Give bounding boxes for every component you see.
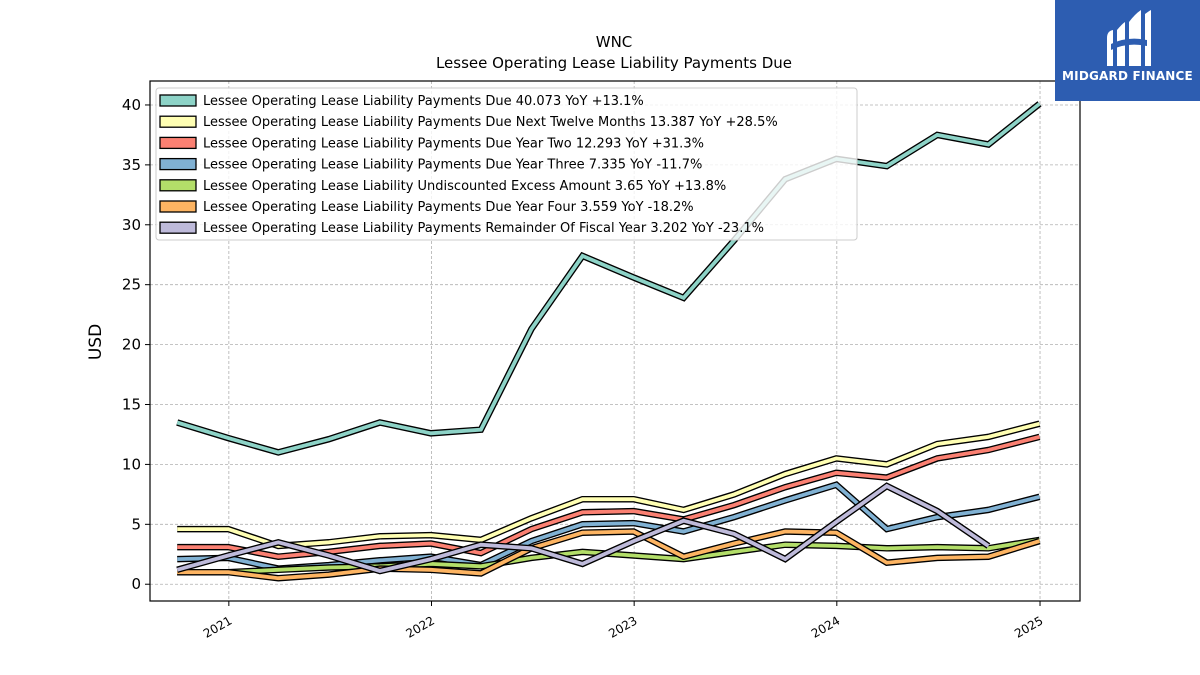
- legend-swatch: [159, 221, 197, 234]
- legend-entry: Lessee Operating Lease Liability Payment…: [203, 158, 702, 173]
- series-line-stroke: [176, 483, 990, 573]
- y-tick-label: 30: [122, 216, 141, 234]
- y-axis-label: USD: [86, 324, 106, 360]
- legend-entry: Lessee Operating Lease Liability Payment…: [203, 221, 764, 236]
- y-tick-label: 35: [122, 156, 141, 174]
- y-tick-label: 15: [122, 396, 141, 414]
- legend-swatch: [159, 179, 197, 192]
- series-line-stroke: [176, 102, 1041, 455]
- legend-swatch: [159, 200, 197, 213]
- legend-entry: Lessee Operating Lease Liability Undisco…: [203, 179, 726, 194]
- y-tick-label: 20: [122, 336, 141, 354]
- y-tick-label: 25: [122, 276, 141, 294]
- series-line: [176, 101, 1042, 456]
- logo-text: MIDGARD FINANCE: [1062, 69, 1193, 83]
- y-tick-label: 10: [122, 455, 141, 473]
- y-tick-label: 5: [131, 515, 141, 533]
- legend-swatch: [159, 136, 197, 150]
- series-line: [177, 528, 1041, 582]
- legend: Lessee Operating Lease Liability Payment…: [155, 87, 858, 241]
- legend-box: [155, 87, 858, 241]
- legend-swatch: [159, 157, 197, 171]
- series-line: [177, 420, 1041, 550]
- x-tick-label: 2025: [1012, 613, 1045, 640]
- legend-entry: Lessee Operating Lease Liability Payment…: [203, 200, 694, 215]
- x-tick-label: 2024: [809, 613, 842, 640]
- legend-entry: Lessee Operating Lease Liability Payment…: [203, 136, 704, 151]
- series-line: [176, 482, 991, 575]
- x-tick-label: 2023: [606, 613, 639, 640]
- series-lines: [176, 101, 1042, 582]
- legend-entry: Lessee Operating Lease Liability Payment…: [203, 115, 778, 130]
- y-tick-label: 40: [122, 96, 141, 114]
- chart-subtitle: Lessee Operating Lease Liability Payment…: [436, 54, 792, 72]
- x-tick-label: 2022: [404, 613, 437, 640]
- midgard-logo-icon: [1107, 10, 1151, 66]
- chart-title: WNC: [596, 33, 633, 51]
- legend-swatch: [159, 94, 197, 107]
- plot-area-frame: [149, 80, 1081, 602]
- series-line-stroke: [177, 529, 1041, 581]
- series-line-stroke: [177, 421, 1040, 548]
- legend-entry: Lessee Operating Lease Liability Payment…: [203, 94, 644, 109]
- legend-swatch: [159, 115, 197, 128]
- midgard-finance-logo: MIDGARD FINANCE: [1055, 0, 1200, 101]
- y-tick-label: 0: [131, 575, 141, 593]
- x-tick-label: 2021: [201, 613, 234, 640]
